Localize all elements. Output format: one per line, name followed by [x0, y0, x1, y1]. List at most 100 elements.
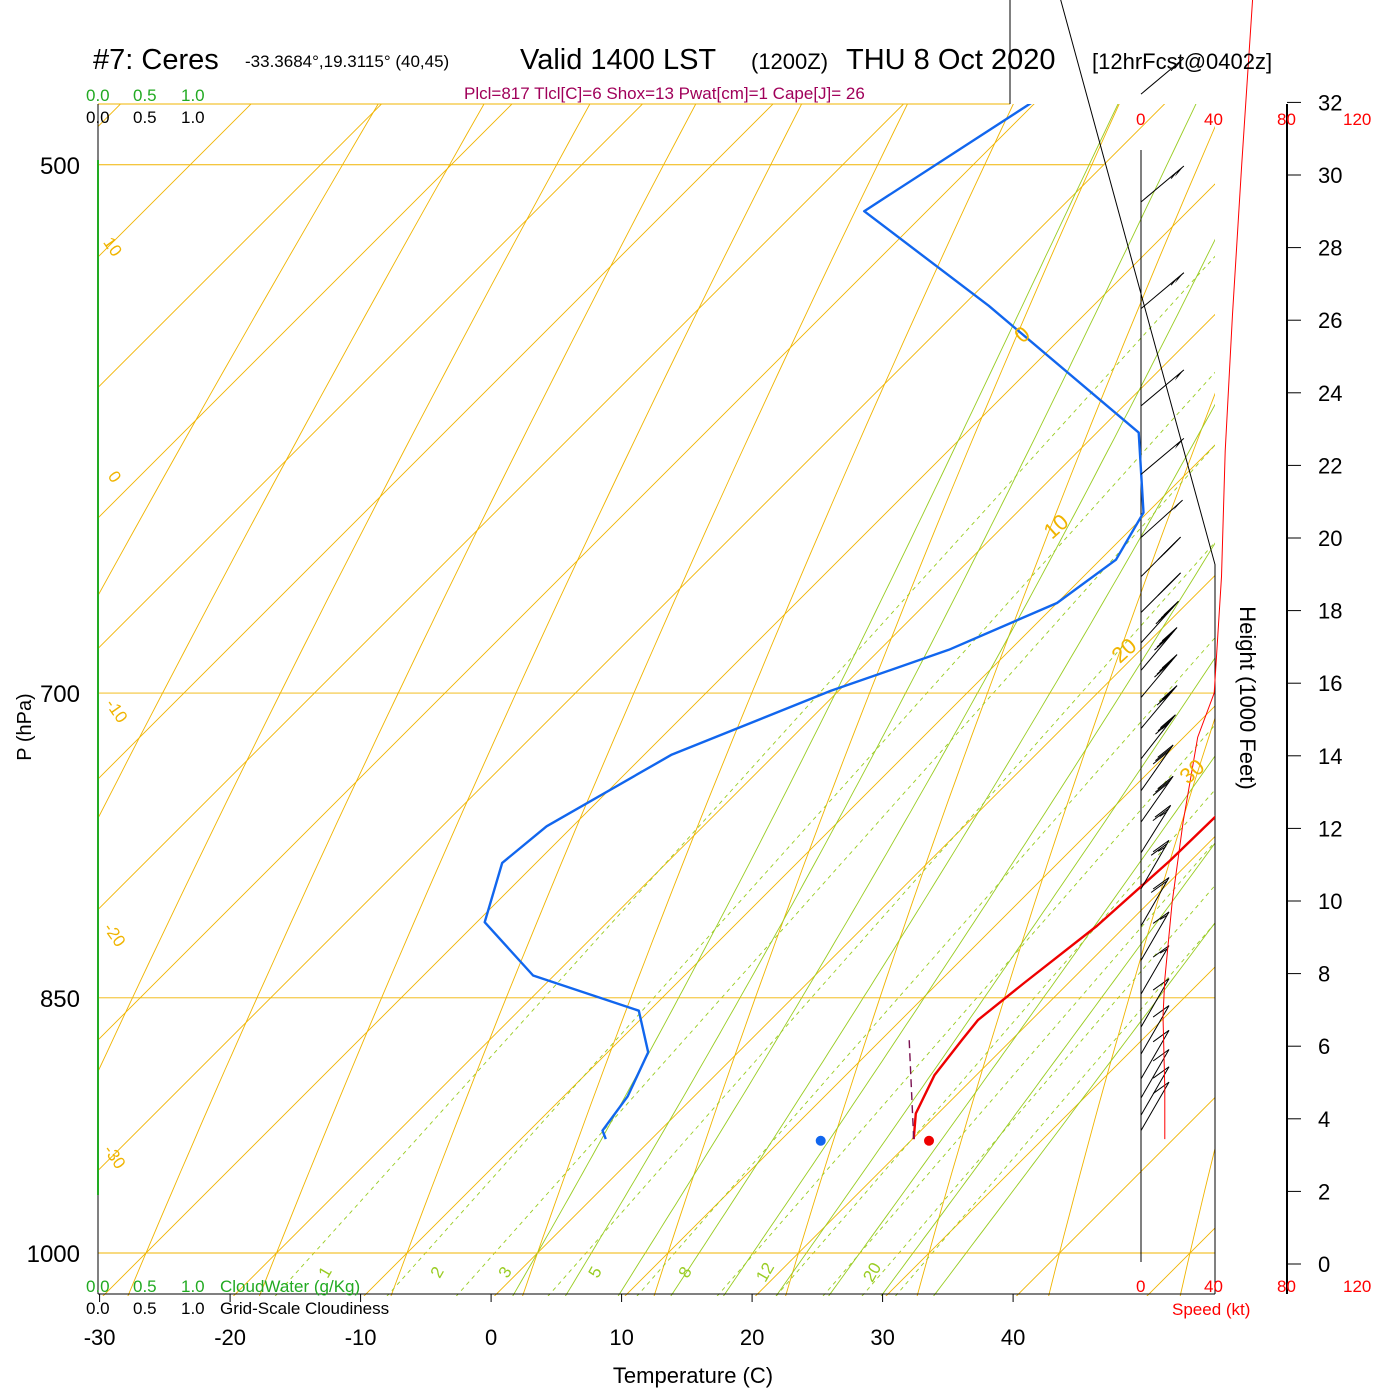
- cloudiness-tick-top-1: 0.5: [133, 108, 157, 127]
- wind-barb-half: [1159, 948, 1168, 954]
- speed-axis-label: Speed (kt): [1172, 1300, 1251, 1319]
- speed-tick-top-0: 0: [1136, 110, 1146, 129]
- x-tick-label: 10: [609, 1325, 633, 1350]
- mixing-ratio-line: [386, 371, 1215, 1296]
- wind-barb-feather: [1159, 657, 1175, 672]
- moist-adiabat-line: [512, 104, 1119, 1296]
- isotherm-line: [98, 104, 774, 780]
- cloudiness-tick-bottom-1: 0.5: [133, 1299, 157, 1318]
- isotherm-line: [98, 104, 252, 258]
- isotherm-line: [98, 104, 513, 519]
- dewpoint-line: [483, 104, 1145, 1140]
- wind-barb-feather: [1152, 1081, 1170, 1094]
- height-tick-label: 4: [1318, 1107, 1330, 1132]
- cloudwater-label: CloudWater (g/Kg): [220, 1277, 361, 1296]
- x-axis-title: Temperature (C): [613, 1363, 773, 1388]
- isotherm-line: [493, 574, 1215, 1296]
- moist-adiabat-line: [775, 657, 1215, 1296]
- wind-barb-half: [1170, 278, 1177, 286]
- wind-barb-feather: [1161, 654, 1178, 669]
- dry-adiabat-line: [390, 104, 908, 1296]
- height-tick-label: 14: [1318, 744, 1342, 769]
- wind-barb-shaft: [1140, 1030, 1170, 1080]
- mixing-ratio-line: [455, 444, 1215, 1296]
- wind-barb-half: [1162, 694, 1170, 701]
- dry-adiabat-line: [98, 104, 591, 1073]
- frame-right: [1009, 0, 1216, 1294]
- wind-barb-feather: [1152, 1029, 1170, 1043]
- wind-barb-shaft: [1140, 272, 1185, 310]
- wind-barb-flag: [1174, 272, 1184, 284]
- dry-adiabat-line: [258, 104, 803, 1296]
- height-tick-label: 28: [1318, 236, 1342, 261]
- wind-barb-feather: [1150, 843, 1168, 856]
- wind-barb-flag: [1174, 438, 1184, 450]
- moist-adiabat-line: [564, 104, 1197, 1296]
- mixing-ratio-label: 2: [427, 1263, 448, 1281]
- isotherm-line: [98, 104, 122, 128]
- wind-barb-shaft: [1140, 499, 1183, 538]
- dry-adiabat-line: [785, 125, 1215, 1296]
- cloudwater-tick-top-2: 1.0: [181, 86, 205, 105]
- profile-lines: [483, 104, 1215, 1146]
- wind-barb-feather: [1156, 633, 1173, 648]
- wind-barb-flag: [1174, 165, 1184, 177]
- moist-adiabat-line: [670, 403, 1215, 1296]
- isotherm-line: [1015, 1096, 1215, 1296]
- moist-adiabat-line: [722, 542, 1215, 1296]
- wind-barb-feather: [1152, 978, 1170, 991]
- mixing-ratio-label: 12: [752, 1259, 778, 1285]
- wind-barb-feather: [1152, 945, 1170, 958]
- station-coords: -33.3684°,19.3115° (40,45): [245, 52, 450, 71]
- wind-speed-line: [1162, 0, 1254, 1140]
- isotherm-line: [1146, 1227, 1215, 1296]
- wind-barb-feather: [1155, 747, 1172, 762]
- wind-barb-half: [1159, 914, 1168, 920]
- dry-adiabat-line: [98, 104, 485, 820]
- wind-barb-feather: [1150, 880, 1168, 893]
- wind-barb-shaft: [1140, 165, 1185, 203]
- isotherm-line: [98, 104, 905, 911]
- pressure-tick-label: 700: [40, 681, 80, 708]
- wind-barb-feather: [1161, 627, 1178, 642]
- cloudwater-tick-top-0: 0.0: [86, 86, 110, 105]
- cloudwater-tick-bottom-0: 0.0: [86, 1277, 110, 1296]
- cloudiness-tick-top-0: 0.0: [86, 108, 110, 127]
- pressure-tick-label: 850: [40, 986, 80, 1013]
- mixing-ratio-line: [547, 541, 1215, 1296]
- dry-adiabat-line: [916, 392, 1215, 1296]
- wind-barb-feather: [1159, 630, 1175, 645]
- mixing-ratio-label: 8: [675, 1263, 696, 1281]
- wind-barb-feather: [1156, 660, 1173, 675]
- dry-adiabat-label: -10: [102, 695, 132, 726]
- valid-date: THU 8 Oct 2020: [846, 44, 1056, 76]
- speed-tick-top-2: 80: [1277, 110, 1296, 129]
- dry-adiabat-label: -30: [100, 1141, 130, 1172]
- height-axis-title: Height (1000 Feet): [1235, 606, 1260, 789]
- temperature-line: [912, 815, 1215, 1140]
- isotherm-line: [624, 705, 1215, 1296]
- isotherm-line: [102, 183, 1215, 1296]
- speed-tick-bottom-0: 0: [1136, 1277, 1146, 1296]
- speed-profile: [1162, 0, 1254, 1140]
- wind-barb-feather: [1159, 688, 1175, 703]
- mixing-ratio-line: [716, 724, 1215, 1296]
- cloudiness-label: Grid-Scale Cloudiness: [220, 1299, 390, 1318]
- forecast-info: [12hrFcst@0402z]: [1092, 49, 1273, 74]
- dry-adiabat-label: 0: [104, 468, 125, 487]
- zulu-time: (1200Z): [751, 49, 829, 74]
- wind-barb-feather: [1157, 744, 1174, 758]
- wind-barb-flag: [1174, 369, 1184, 381]
- isotherm-line: [98, 104, 1166, 1172]
- speed-tick-bottom-1: 40: [1204, 1277, 1223, 1296]
- wind-barb-flag: [1174, 58, 1184, 69]
- wind-barb-feather: [1157, 775, 1174, 790]
- height-tick-label: 26: [1318, 308, 1342, 333]
- wind-barb-feather: [1152, 877, 1170, 890]
- station-name: #7: Ceres: [93, 44, 219, 76]
- wind-barb-half: [1163, 548, 1170, 555]
- moist-adiabat-line: [828, 755, 1215, 1296]
- dry-adiabat-line: [127, 104, 697, 1296]
- height-tick-label: 18: [1318, 599, 1342, 624]
